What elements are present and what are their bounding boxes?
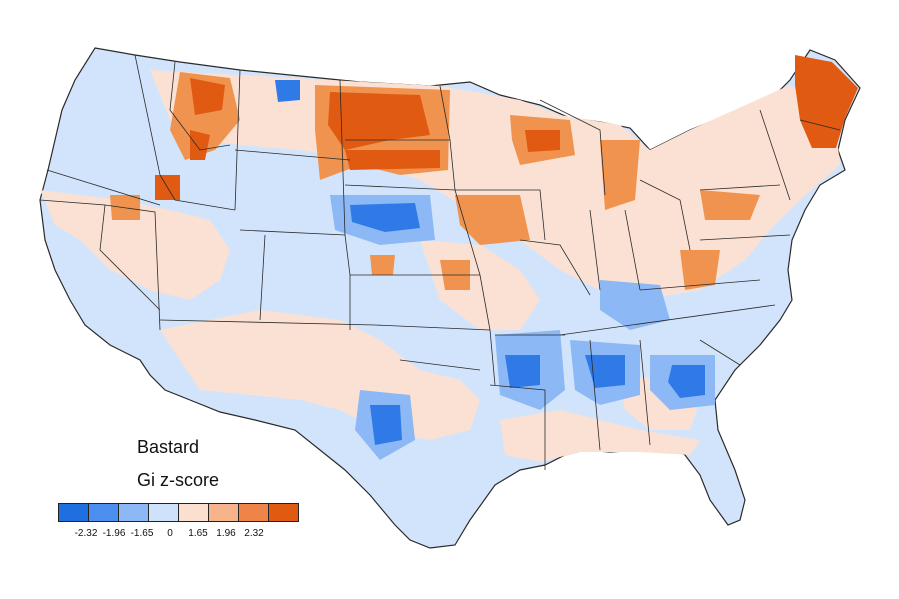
legend-ticks: -2.32 -1.96 -1.65 0 1.65 1.96 2.32 [58,528,298,542]
legend-swatch [208,503,239,522]
legend-tick: 1.65 [188,528,208,539]
legend-swatch [238,503,269,522]
legend-title: Gi z-score [137,470,220,490]
legend-tick: -1.65 [130,528,154,539]
hot-regions-strong [155,55,858,200]
legend-swatch [148,503,179,522]
legend-tick: -1.96 [102,528,126,539]
cold-regions-strong [275,80,705,445]
legend-swatch [118,503,149,522]
legend-swatch [58,503,89,522]
legend-tick: 0 [167,528,173,539]
legend-swatch [268,503,299,522]
legend-tick: 1.96 [216,528,236,539]
map-title: Bastard [137,437,200,457]
legend-tick: -2.32 [74,528,98,539]
state-borders [39,54,841,470]
legend-swatch [88,503,119,522]
legend-tick: 2.32 [244,528,264,539]
color-legend [58,503,299,522]
legend-swatch [178,503,209,522]
